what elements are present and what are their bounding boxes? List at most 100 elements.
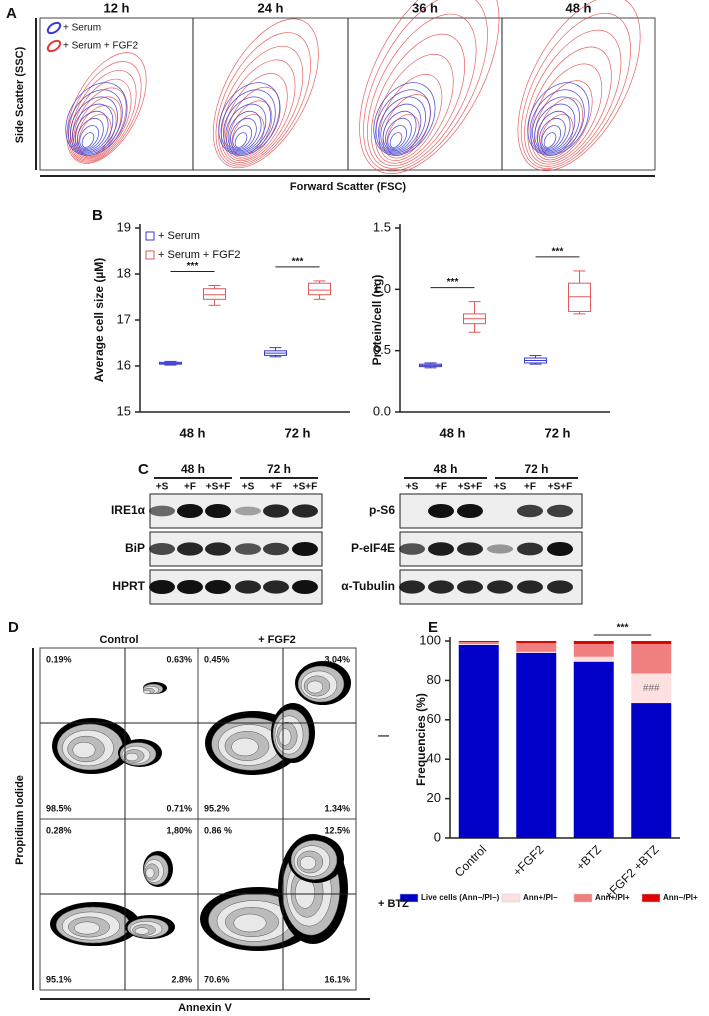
bar-segment [516,641,557,643]
legend-swatch [399,893,419,903]
bar-segment [458,641,499,644]
contour [530,63,603,163]
column-title: 48 h [565,0,591,15]
band [517,504,543,518]
contour [370,33,466,167]
lane-label: +S [156,482,169,493]
band [292,580,318,594]
legend-label: Ann+/PI− [523,893,558,902]
panel-label: B [92,207,103,224]
lane-label: +S [242,482,255,493]
bar-segment [458,643,499,645]
y-tick-label: 1.5 [373,219,391,234]
contour [385,117,412,151]
box [568,282,591,312]
contour-plot [65,52,147,164]
quadrant-percent: 0.71% [166,803,192,813]
contour [65,82,128,156]
contour [532,96,580,154]
bar-segment [573,661,614,838]
density-contour [233,913,267,933]
band [487,580,513,594]
contour [66,52,147,164]
quadrant-percent: 95.1% [46,974,72,984]
contour [374,53,454,164]
contour [389,132,403,148]
quadrant-percent: 95.2% [204,803,230,813]
box-plot [264,347,287,358]
contour [378,96,426,154]
contour [218,45,304,165]
contour [527,46,612,165]
legend-swatch [573,893,593,903]
legend-label: + Serum + FGF2 [158,249,241,261]
quadrant-percent: 3.04% [324,654,350,664]
row-label: HPRT [112,579,145,593]
contour [234,132,248,148]
contour [228,100,273,158]
contour [524,29,622,167]
legend-swatch [641,893,661,903]
contour [70,96,118,154]
box [203,288,226,300]
bar-segment [516,651,557,653]
column-title: 24 h [257,0,283,15]
band [149,543,175,555]
box-plot [419,362,442,369]
contour [74,110,109,152]
legend-label: Ann−/PI+ [663,893,698,902]
contour [529,89,585,155]
lane-label: +S+F [458,482,482,493]
contour [517,0,641,172]
contour [367,13,477,169]
legend-label: + Serum [63,23,101,34]
band [177,580,203,594]
bar-segment [631,673,672,704]
band [428,504,454,518]
annotation: ### [643,683,660,694]
y-tick-label: 15 [117,403,131,418]
contour [230,117,257,151]
band [487,544,513,554]
row-label: IRE1α [111,503,146,517]
y-tick-label: 17 [117,311,131,326]
bar-segment [631,703,672,838]
band [149,505,175,517]
y-tick-label: 1.0 [373,281,391,296]
contour [227,110,262,152]
contour [543,132,557,148]
axis-title: Propidium Iodide [14,775,26,865]
annotation: *** [292,257,304,268]
contour [539,117,566,151]
band [399,580,425,594]
bar-segment [631,641,672,644]
quadrant-percent: 12.5% [324,825,350,835]
contour [382,94,431,159]
panel-label: D [8,619,19,636]
contour [382,110,417,152]
density-contour [72,741,96,759]
legend-swatch [46,21,62,35]
contour [77,117,104,151]
contour [220,89,276,155]
density-contour [125,752,139,762]
y-tick-label: 40 [427,751,441,766]
density-contour [299,856,317,870]
contour [220,59,296,163]
contour [226,86,280,160]
density-contour [278,728,292,746]
x-tick-label: 72 h [284,425,310,440]
bar-segment [631,643,672,674]
y-tick-label: 0.5 [373,342,391,357]
row-label: + BTZ [378,898,409,910]
quadrant-percent: 0.45% [204,654,230,664]
band [428,580,454,594]
axis-title: Average cell size (µM) [92,258,106,383]
quadrant-percent: 1.34% [324,803,350,813]
legend-label: Ann+/PI+ [595,893,630,902]
y-tick-label: 0 [434,829,441,844]
bar-segment [573,643,614,657]
box-plot [159,360,182,366]
quadrant-percent: 16.1% [324,974,350,984]
contour [536,110,571,152]
